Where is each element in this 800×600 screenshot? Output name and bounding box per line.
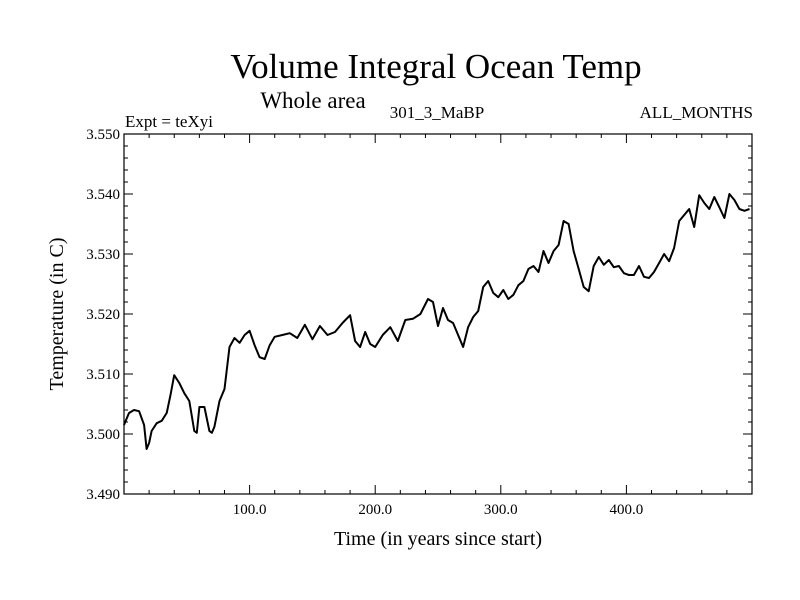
y-tick-label: 3.510 [86,367,120,383]
chart-title: Volume Integral Ocean Temp [230,47,641,86]
y-axis-label: Temperature (in C) [46,238,68,391]
run-label: 301_3_MaBP [390,103,484,122]
experiment-label: Expt = teXyi [125,112,213,131]
y-tick-label: 3.530 [86,247,120,263]
y-tick-label: 3.500 [86,427,120,443]
y-tick-label: 3.520 [86,307,120,323]
y-axis-ticks [124,133,752,495]
y-tick-label: 3.540 [86,187,120,203]
x-axis-ticks [148,134,728,494]
plot-frame [123,133,753,495]
y-tick-label: 3.550 [86,127,120,143]
x-axis-label: Time (in years since start) [334,528,542,550]
x-tick-label: 400.0 [610,502,644,518]
x-tick-label: 200.0 [358,502,392,518]
temperature-series-line [123,193,750,450]
x-axis-tick-labels: 100.0 200.0 300.0 400.0 [233,502,644,518]
x-tick-label: 100.0 [233,502,267,518]
months-label: ALL_MONTHS [640,103,753,122]
x-tick-label: 300.0 [484,502,518,518]
y-axis-tick-labels: 3.490 3.500 3.510 3.520 3.530 3.540 3.550 [86,127,120,503]
y-tick-label: 3.490 [86,487,120,503]
chart-subtitle: Whole area [260,88,365,113]
